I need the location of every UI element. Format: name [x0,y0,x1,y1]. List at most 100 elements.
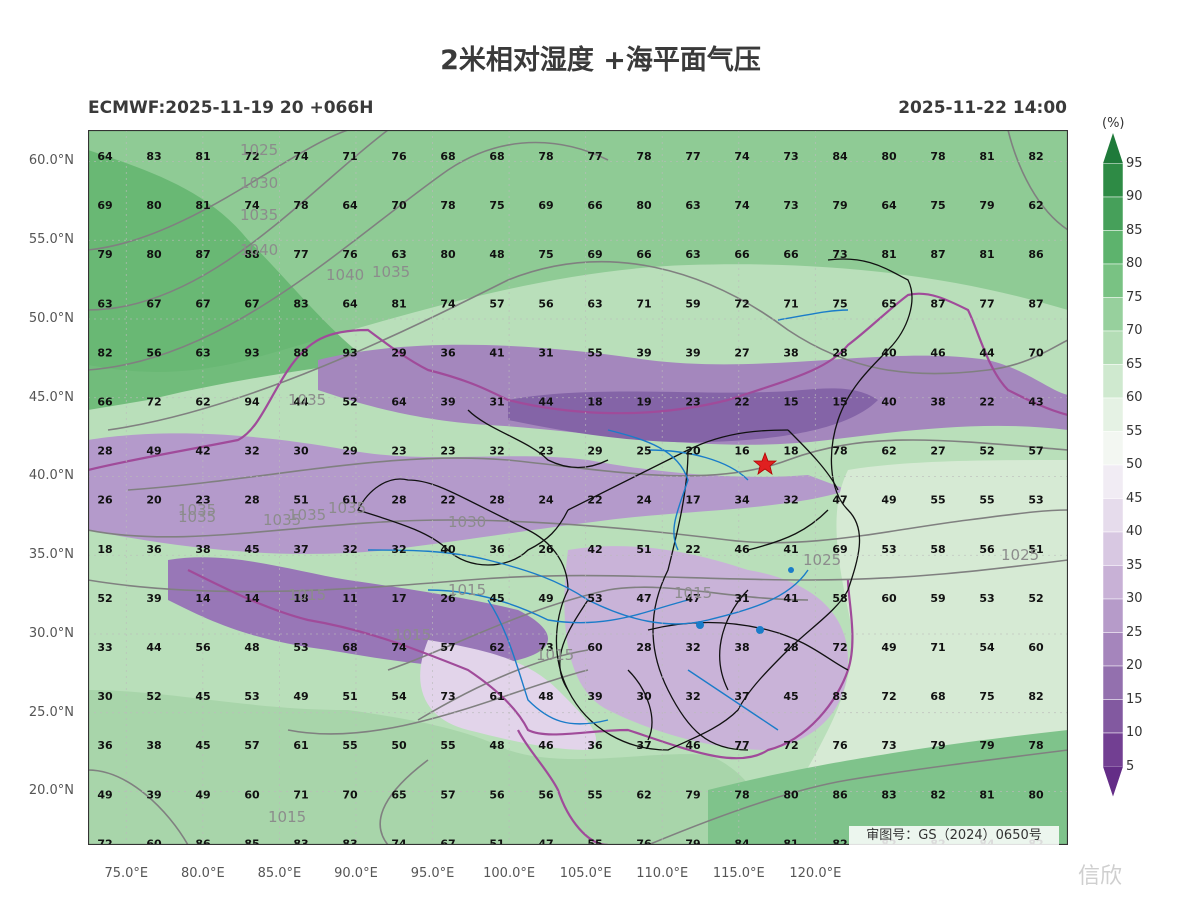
station-humidity-value: 79 [832,199,847,212]
colorbar-segment [1102,531,1124,566]
colorbar-segment [1102,565,1124,600]
station-humidity-value: 26 [538,543,554,556]
isobar-label: 1015 [393,626,431,644]
station-humidity-value: 48 [489,248,504,261]
station-humidity-value: 55 [979,494,994,507]
station-humidity-value: 74 [293,150,309,163]
station-humidity-value: 72 [244,150,259,163]
station-humidity-value: 43 [1028,396,1043,409]
station-humidity-value: 64 [342,297,358,310]
station-humidity-value: 76 [342,248,358,261]
isobar-label: 1035 [263,511,301,529]
station-humidity-value: 16 [734,445,750,458]
station-humidity-value: 22 [734,396,749,409]
station-humidity-value: 14 [244,592,260,605]
colorbar-unit: (%) [1102,116,1125,131]
station-humidity-value: 48 [244,641,259,654]
station-humidity-value: 81 [979,248,994,261]
station-humidity-value: 14 [195,592,211,605]
isobar [88,130,349,251]
station-humidity-value: 82 [1028,150,1043,163]
isobar [88,130,389,311]
station-humidity-value: 81 [979,788,994,801]
station-humidity-value: 81 [979,150,994,163]
colorbar-segment [1102,498,1124,533]
isobar-label: 1040 [326,266,364,284]
station-humidity-value: 18 [293,592,308,605]
map-canvas: 64 83 81 72 74 71 76 68 68 78 77 78 77 74 73 84 80 78 81 82… [88,130,1068,845]
station-humidity-value: 82 [1028,690,1043,703]
longitude-tick-label: 90.0°E [334,866,378,881]
station-humidity-value: 74 [734,150,750,163]
latitude-tick-label: 35.0°N [28,547,74,563]
longitude-tick-label: 120.0°E [789,866,842,881]
station-humidity-value: 55 [440,739,455,752]
isobar-label: 1025 [240,141,278,159]
station-humidity-value: 39 [587,690,602,703]
station-humidity-value: 27 [930,445,945,458]
station-humidity-value: 78 [636,150,651,163]
valid-time-label: 2025-11-22 14:00 [898,98,1067,118]
station-humidity-value: 77 [587,150,602,163]
station-humidity-value: 65 [391,788,406,801]
isobar [88,559,1068,593]
station-humidity-value: 74 [391,837,407,845]
station-humidity-value: 24 [636,494,652,507]
colorbar-level-label: 5 [1126,758,1135,774]
colorbar-level-label: 90 [1126,189,1143,204]
station-humidity-value: 50 [391,739,407,752]
station-humidity-value: 30 [97,690,113,703]
station-humidity-value: 82 [930,788,945,801]
station-humidity-value: 73 [832,248,847,261]
colorbar-level-label: 80 [1126,256,1143,271]
station-humidity-value: 53 [1028,494,1043,507]
station-humidity-value: 56 [979,543,995,556]
station-humidity-value: 67 [440,837,455,845]
colorbar-segment [1102,632,1124,667]
colorbar [1102,133,1124,797]
isobar-label: 1015 [674,584,712,602]
station-humidity-value: 77 [734,739,749,752]
station-humidity-value: 78 [293,199,308,212]
station-humidity-value: 30 [293,445,309,458]
latitude-tick-label: 30.0°N [28,625,74,641]
station-humidity-value: 49 [146,445,161,458]
station-humidity-value: 36 [97,739,113,752]
station-humidity-value: 53 [293,641,308,654]
colorbar-level-label: 75 [1126,289,1143,305]
station-humidity-value: 60 [244,788,260,801]
station-humidity-value: 51 [293,494,308,507]
station-humidity-value: 57 [440,788,455,801]
humidity-pressure-map[interactable]: 64 83 81 72 74 71 76 68 68 78 77 78 77 74 73 84 80 78 81 82… [88,130,1068,845]
station-humidity-value: 52 [979,445,994,458]
lake-markers [696,567,794,634]
station-humidity-value: 62 [1028,199,1043,212]
station-humidity-value: 82 [832,837,847,845]
moist-green-north [88,130,1068,372]
station-humidity-value: 52 [1028,592,1043,605]
station-humidity-value: 27 [734,346,749,359]
station-humidity-value: 64 [97,150,113,163]
station-humidity-value: 31 [734,592,749,605]
station-humidity-value: 81 [391,297,406,310]
station-humidity-value: 32 [244,445,259,458]
station-humidity-value: 45 [195,739,210,752]
station-humidity-value: 39 [146,592,161,605]
station-humidity-value: 62 [195,396,210,409]
station-humidity-value: 55 [587,346,602,359]
latitude-tick-label: 40.0°N [28,468,74,484]
wet-green-northwest [88,150,368,410]
station-humidity-value: 15 [783,396,798,409]
station-humidity-value: 53 [979,592,994,605]
latitude-tick-label: 25.0°N [28,704,74,720]
chart-title: 2米相对湿度 +海平面气压 [440,45,761,76]
station-humidity-value: 28 [783,641,798,654]
station-humidity-value: 72 [146,396,161,409]
station-humidity-value: 48 [489,739,504,752]
colorbar-segment [1102,598,1124,633]
longitude-tick-label: 95.0°E [410,866,455,881]
station-humidity-value: 80 [146,248,162,261]
station-humidity-value: 18 [587,396,602,409]
station-humidity-value: 45 [244,543,259,556]
